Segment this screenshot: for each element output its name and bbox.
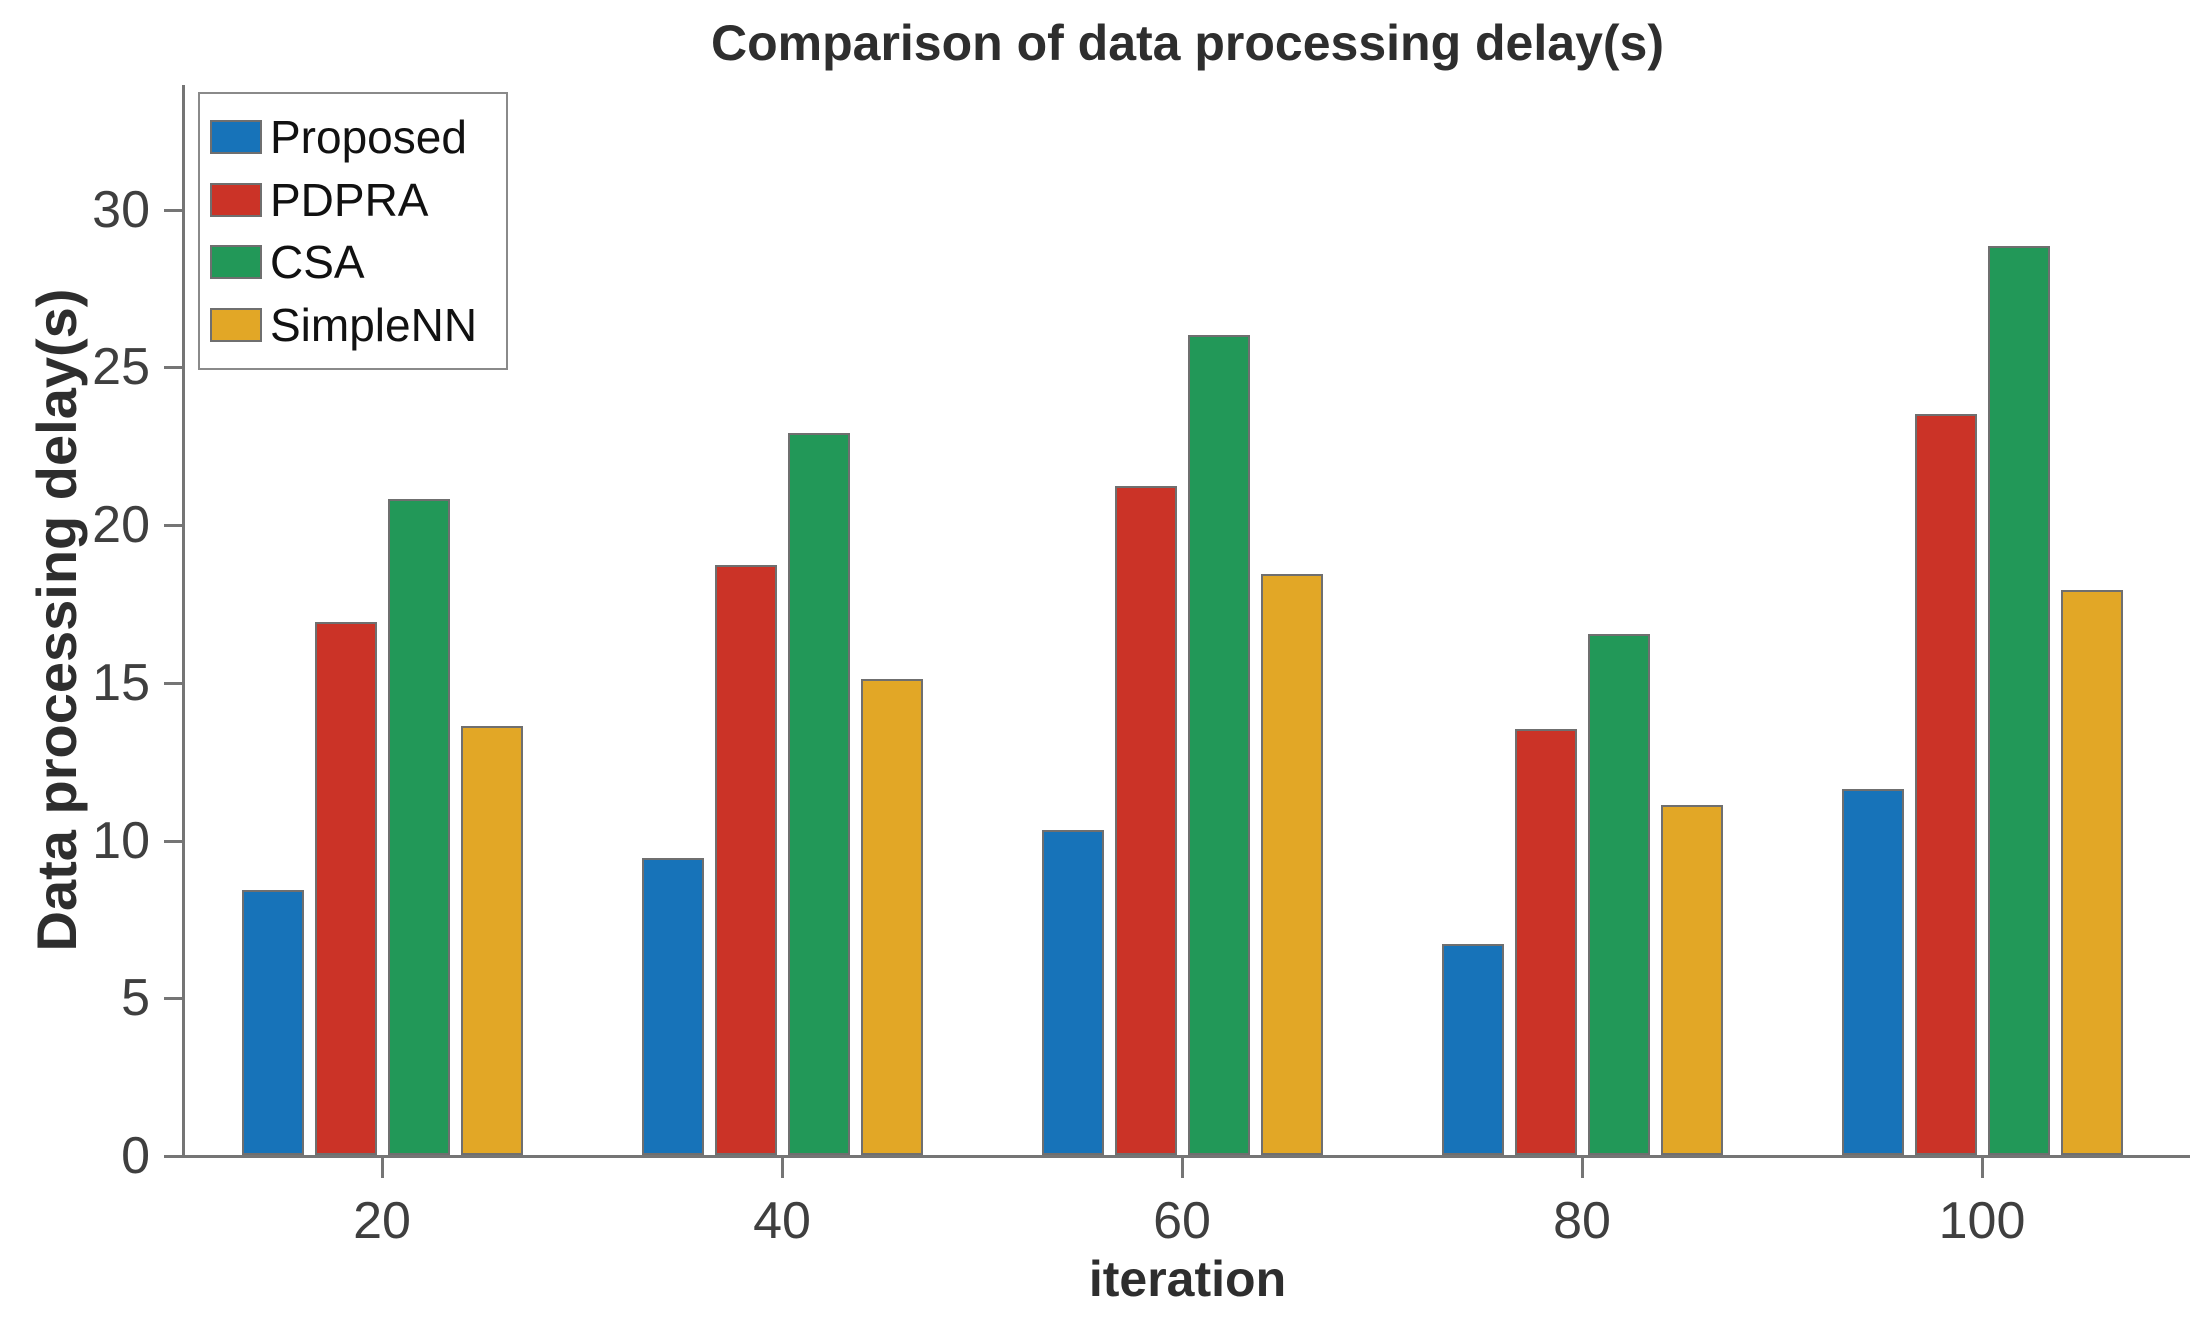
y-tick-mark bbox=[164, 681, 182, 685]
bar-pdpra-20 bbox=[314, 621, 377, 1155]
legend: Proposed PDPRA CSA SimpleNN bbox=[198, 92, 508, 370]
legend-swatch-csa bbox=[210, 245, 262, 280]
bar-simplenn-60 bbox=[1260, 574, 1323, 1155]
legend-swatch-proposed bbox=[210, 120, 262, 155]
y-tick-label: 0 bbox=[121, 1127, 150, 1185]
y-tick-label: 25 bbox=[92, 338, 150, 397]
x-tick-label: 100 bbox=[1938, 1192, 2026, 1250]
x-tick-label: 80 bbox=[1553, 1192, 1611, 1250]
legend-label-csa: CSA bbox=[270, 236, 365, 289]
x-tick-mark bbox=[781, 1158, 784, 1178]
y-tick-label: 20 bbox=[92, 496, 150, 554]
x-tick-mark bbox=[1581, 1158, 1584, 1178]
bar-pdpra-40 bbox=[714, 565, 777, 1155]
y-axis-line bbox=[182, 85, 185, 1158]
bar-pdpra-100 bbox=[1914, 413, 1977, 1155]
x-tick-label: 20 bbox=[353, 1192, 411, 1250]
bar-proposed-100 bbox=[1841, 789, 1904, 1155]
chart-title: Comparison of data processing delay(s) bbox=[711, 15, 1664, 71]
bar-proposed-20 bbox=[241, 889, 304, 1155]
y-tick-label: 10 bbox=[92, 811, 150, 870]
y-tick-mark bbox=[164, 997, 182, 1001]
y-tick-mark bbox=[164, 1155, 182, 1158]
legend-item-csa: CSA bbox=[210, 239, 496, 285]
y-tick-label: 15 bbox=[92, 653, 150, 712]
legend-label-proposed: Proposed bbox=[270, 111, 467, 164]
bar-proposed-80 bbox=[1441, 943, 1504, 1155]
y-tick-mark bbox=[164, 366, 182, 370]
bar-proposed-40 bbox=[641, 858, 704, 1155]
x-tick-label: 60 bbox=[1153, 1192, 1211, 1250]
bar-proposed-60 bbox=[1041, 830, 1104, 1155]
bar-pdpra-80 bbox=[1514, 729, 1577, 1155]
bar-simplenn-20 bbox=[460, 725, 523, 1155]
x-tick-mark bbox=[1181, 1158, 1184, 1178]
bar-csa-80 bbox=[1587, 634, 1650, 1155]
legend-swatch-pdpra bbox=[210, 182, 262, 217]
bar-csa-100 bbox=[1987, 246, 2050, 1155]
legend-item-simplenn: SimpleNN bbox=[210, 302, 496, 348]
x-axis-label: iteration bbox=[1088, 1251, 1287, 1307]
bar-simplenn-80 bbox=[1660, 804, 1723, 1155]
x-axis-line bbox=[182, 1155, 2190, 1158]
bar-simplenn-100 bbox=[2060, 590, 2123, 1155]
y-tick-mark bbox=[164, 839, 182, 843]
x-tick-label: 40 bbox=[753, 1192, 811, 1250]
y-tick-label: 5 bbox=[121, 969, 150, 1028]
bar-csa-60 bbox=[1187, 334, 1250, 1155]
legend-item-pdpra: PDPRA bbox=[210, 177, 496, 223]
legend-label-pdpra: PDPRA bbox=[270, 173, 429, 226]
legend-swatch-simplenn bbox=[210, 307, 262, 342]
bar-csa-40 bbox=[787, 432, 850, 1155]
legend-item-proposed: Proposed bbox=[210, 114, 496, 160]
y-tick-mark bbox=[164, 524, 182, 527]
x-tick-mark bbox=[1981, 1158, 1984, 1178]
y-tick-label: 30 bbox=[92, 180, 150, 239]
bar-simplenn-40 bbox=[860, 678, 923, 1155]
y-tick-mark bbox=[164, 208, 182, 212]
x-tick-mark bbox=[381, 1158, 384, 1178]
bar-csa-20 bbox=[387, 498, 450, 1155]
legend-label-simplenn: SimpleNN bbox=[270, 298, 478, 351]
bar-pdpra-60 bbox=[1114, 486, 1177, 1155]
